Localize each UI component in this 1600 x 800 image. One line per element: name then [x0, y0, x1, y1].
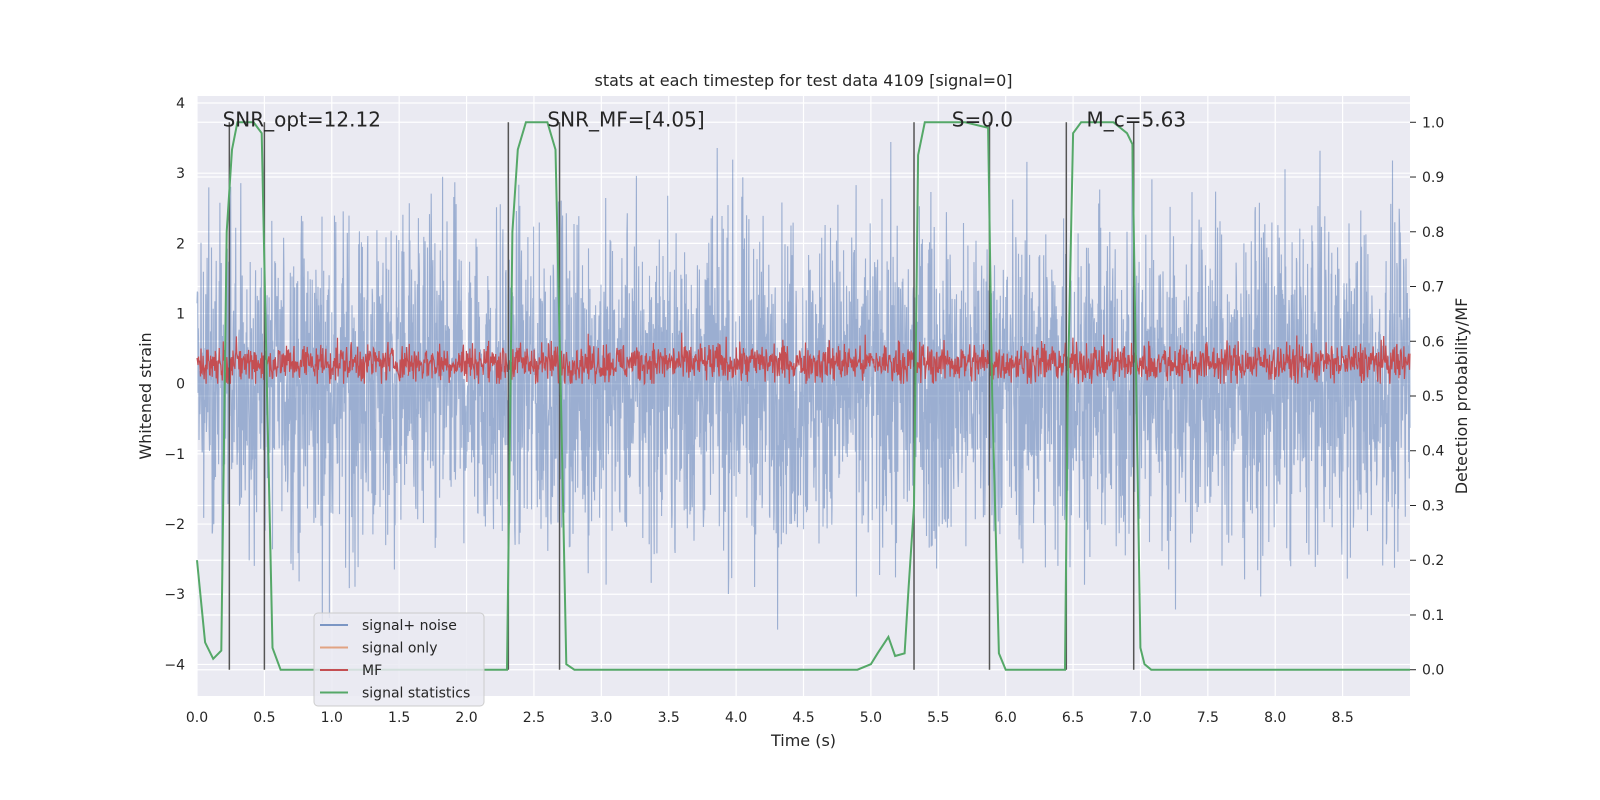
signal-statistics-line — [196, 121, 1410, 671]
legend-label: signal only — [362, 641, 437, 657]
annotation-1: SNR_MF=[4.05] — [547, 108, 704, 132]
y-tick-label: 0 — [176, 377, 185, 393]
y-tick-label: 4 — [176, 96, 185, 112]
mf-series — [196, 332, 1411, 386]
signal-statistics-series — [196, 121, 1410, 671]
y2-tick-label: 0.4 — [1422, 444, 1444, 460]
x-tick-label: 3.0 — [590, 710, 612, 726]
x-tick-label: 4.5 — [792, 710, 814, 726]
signal-noise-line — [196, 141, 1411, 630]
y2-tick-label: 0.9 — [1422, 170, 1444, 186]
legend: signal+ noise signal only MF signal statist… — [313, 612, 485, 707]
legend-label: MF — [362, 663, 382, 679]
x-tick-label: 5.0 — [860, 710, 882, 726]
x-tick-label: 3.5 — [658, 710, 680, 726]
x-tick-label: 4.0 — [725, 710, 747, 726]
annotation-2: S=0.0 — [952, 108, 1013, 132]
annotations: SNR_opt=12.12 SNR_MF=[4.05] S=0.0 M_c=5.63 — [223, 108, 1186, 132]
x-tick-label: 6.5 — [1062, 710, 1084, 726]
y-tick-label: 2 — [176, 236, 185, 252]
x-tick-label: 0.5 — [253, 710, 275, 726]
y-tick-label: −1 — [164, 447, 185, 463]
y-tick-label: −4 — [164, 657, 185, 673]
y2-tick-label: 0.2 — [1422, 553, 1444, 569]
y2-tick-label: 0.8 — [1422, 225, 1444, 241]
annotation-0: SNR_opt=12.12 — [223, 108, 381, 132]
y2-tick-label: 0.5 — [1422, 389, 1444, 405]
x-tick-label: 1.0 — [321, 710, 343, 726]
y2-tick-label: 0.7 — [1422, 280, 1444, 296]
x-tick-label: 2.0 — [455, 710, 477, 726]
y2-tick-label: 0.1 — [1422, 608, 1444, 624]
x-tick-label: 7.0 — [1129, 710, 1151, 726]
legend-label: signal+ noise — [362, 618, 457, 634]
legend-label: signal statistics — [362, 686, 470, 702]
y2-tick-label: 0.3 — [1422, 498, 1444, 514]
y-tick-label: 3 — [176, 166, 185, 182]
x-tick-label: 8.0 — [1264, 710, 1286, 726]
legend-box — [313, 612, 485, 707]
y2-axis-label: Detection probability/MF — [1452, 298, 1471, 495]
y-tick-label: 1 — [176, 307, 185, 323]
y2-tick-label: 0.6 — [1422, 334, 1444, 350]
y2-tick-label: 1.0 — [1422, 115, 1444, 131]
x-tick-label: 5.5 — [927, 710, 949, 726]
x-tick-label: 2.5 — [523, 710, 545, 726]
x-tick-label: 1.5 — [388, 710, 410, 726]
y2-tick-label: 0.0 — [1422, 663, 1444, 679]
y-tick-label: −3 — [164, 587, 185, 603]
x-tick-label: 8.5 — [1331, 710, 1353, 726]
axes: 0.0 0.5 1.0 1.5 2.0 2.5 3.0 3.5 4.0 4.5 5.0 5.5 6.0 6… — [164, 96, 1444, 726]
y-axis-label: Whitened strain — [136, 332, 155, 459]
mf-line — [196, 332, 1411, 386]
signal-noise-series — [196, 141, 1411, 630]
y-tick-label: −2 — [164, 517, 185, 533]
x-tick-label: 6.0 — [995, 710, 1017, 726]
x-tick-label: 0.0 — [186, 710, 208, 726]
chart-title: stats at each timestep for test data 410… — [594, 71, 1012, 90]
x-tick-label: 7.5 — [1197, 710, 1219, 726]
annotation-3: M_c=5.63 — [1087, 108, 1187, 132]
x-axis-label: Time (s) — [770, 731, 836, 750]
